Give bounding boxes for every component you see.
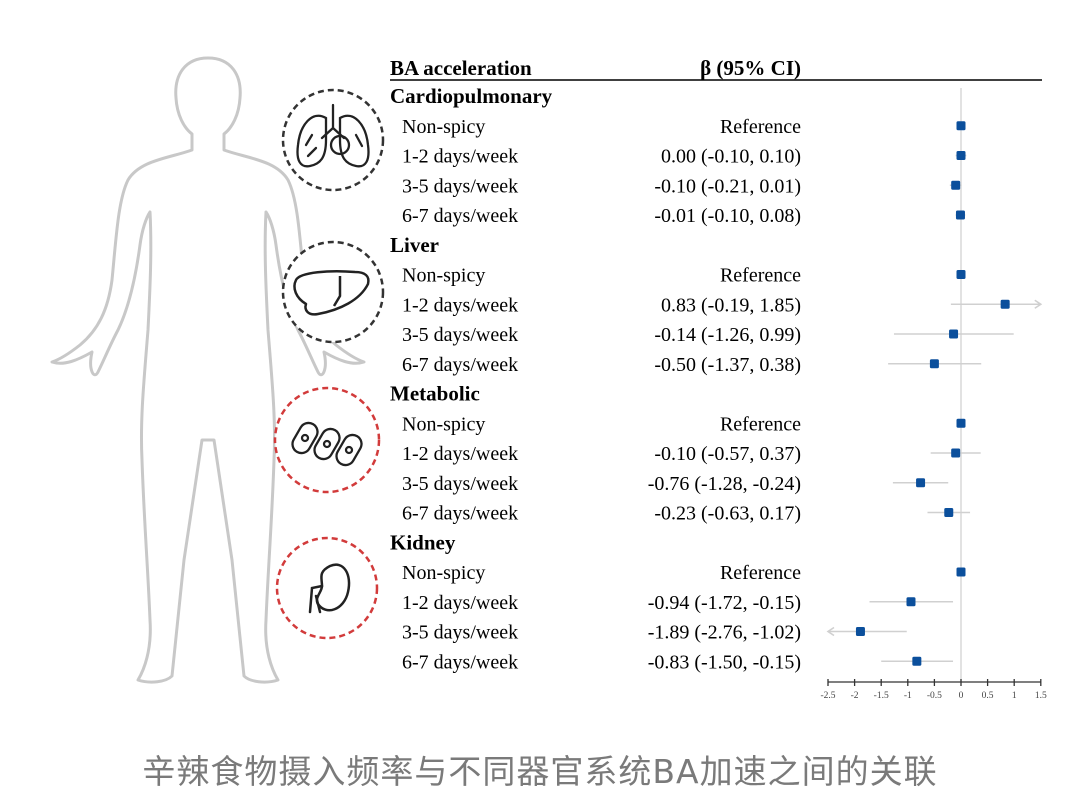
row-label: 3-5 days/week <box>402 324 518 346</box>
figure-caption: 辛辣食物摄入频率与不同器官系统BA加速之间的关联 <box>142 752 938 791</box>
row-estimate: Reference <box>720 562 801 584</box>
point-estimate <box>929 359 939 369</box>
point-estimate <box>944 508 954 517</box>
point-estimate <box>956 121 966 131</box>
row-label: 3-5 days/week <box>402 175 518 197</box>
x-tick-label: -1 <box>904 691 912 701</box>
row-estimate: Reference <box>720 116 801 138</box>
row-estimate: -0.76 (-1.28, -0.24) <box>648 473 801 495</box>
point-estimate <box>951 448 961 458</box>
point-estimate <box>912 656 922 666</box>
group-label: Cardiopulmonary <box>390 84 553 108</box>
row-label: 1-2 days/week <box>402 443 518 465</box>
row-label: 6-7 days/week <box>402 205 518 227</box>
kidney-icon <box>275 536 379 640</box>
row-label: 6-7 days/week <box>402 354 518 376</box>
point-estimate <box>955 210 965 220</box>
x-tick-label: -1.5 <box>874 691 889 701</box>
point-estimate <box>951 180 961 190</box>
human-body-silhouette <box>50 56 366 684</box>
point-estimate <box>949 329 959 339</box>
point-estimate <box>956 418 966 428</box>
group-label: Liver <box>390 233 439 257</box>
x-tick-label: 1 <box>1012 691 1017 701</box>
cardiopulmonary-lungs-icon <box>281 88 385 192</box>
point-estimate <box>906 597 916 607</box>
metabolic-cells-icon <box>273 386 381 494</box>
group-label: Kidney <box>390 530 456 554</box>
row-estimate: -0.14 (-1.26, 0.99) <box>654 324 801 346</box>
row-label: 1-2 days/week <box>402 592 518 614</box>
ci-arrow-right <box>1034 299 1043 309</box>
row-estimate: -0.23 (-0.63, 0.17) <box>654 503 801 525</box>
forest-rows: Cardiopulmonary Non-spicy Reference 1-2 day… <box>390 84 1043 682</box>
row-estimate: -0.50 (-1.37, 0.38) <box>654 354 801 376</box>
row-label: 6-7 days/week <box>402 651 518 673</box>
row-estimate: Reference <box>720 265 801 287</box>
row-label: Non-spicy <box>402 562 485 584</box>
point-estimate <box>1000 299 1010 309</box>
x-tick-label: 1.5 <box>1035 691 1047 701</box>
row-estimate: 0.83 (-0.19, 1.85) <box>661 294 801 316</box>
x-tick-label: -2.5 <box>820 691 835 701</box>
row-estimate: -1.89 (-2.76, -1.02) <box>648 622 801 644</box>
x-tick-label: 0.5 <box>982 691 994 701</box>
row-estimate: -0.94 (-1.72, -0.15) <box>648 592 801 614</box>
point-estimate <box>956 270 966 279</box>
group-label: Metabolic <box>390 382 480 406</box>
row-label: 1-2 days/week <box>402 146 518 168</box>
row-label: Non-spicy <box>402 413 485 435</box>
row-label: Non-spicy <box>402 116 485 138</box>
point-estimate <box>956 151 966 160</box>
x-tick-label: 0 <box>959 691 964 701</box>
row-label: 3-5 days/week <box>402 473 518 495</box>
row-label: 6-7 days/week <box>402 503 518 525</box>
row-estimate: -0.83 (-1.50, -0.15) <box>648 651 801 673</box>
x-axis: -2.5 -2 -1.5 -1 -0.5 0 0.5 1 1.5 <box>820 679 1047 701</box>
x-tick-label: -2 <box>851 691 859 701</box>
header-beta-ci: β (95% CI) <box>700 56 801 80</box>
row-label: 1-2 days/week <box>402 294 518 316</box>
point-estimate <box>916 478 926 488</box>
point-estimate <box>855 627 865 636</box>
row-estimate: -0.10 (-0.57, 0.37) <box>654 443 801 465</box>
ci-arrow-left <box>826 626 835 637</box>
x-tick-label: -0.5 <box>927 691 942 701</box>
point-estimate <box>956 567 966 577</box>
row-label: 3-5 days/week <box>402 622 518 644</box>
row-estimate: 0.00 (-0.10, 0.10) <box>661 146 801 168</box>
header-ba-acceleration: BA acceleration <box>390 56 532 80</box>
row-estimate: Reference <box>720 413 801 435</box>
row-label: Non-spicy <box>402 265 485 287</box>
liver-icon <box>281 240 385 344</box>
row-estimate: -0.01 (-0.10, 0.08) <box>654 205 801 227</box>
row-estimate: -0.10 (-0.21, 0.01) <box>654 175 801 197</box>
